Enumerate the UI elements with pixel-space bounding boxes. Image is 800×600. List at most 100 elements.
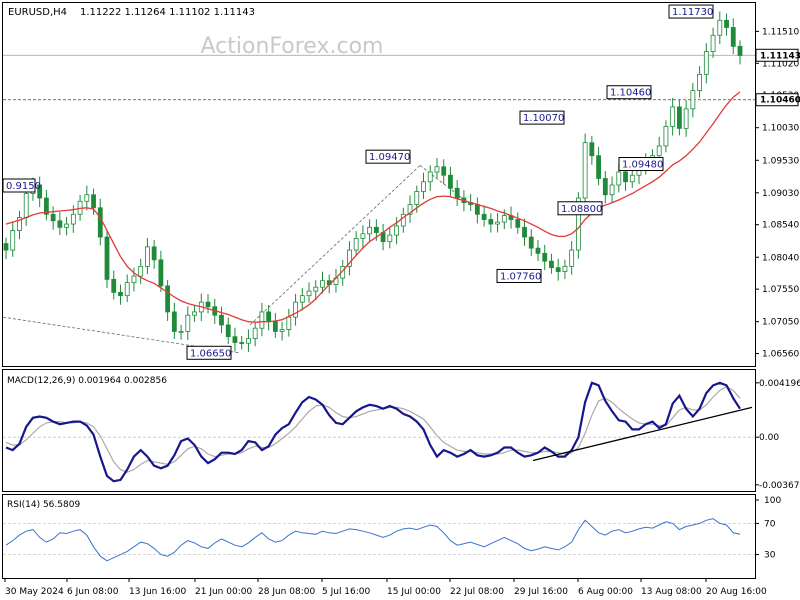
price-annotation-label: 1.09480 (622, 160, 663, 171)
moving-average-line (5, 91, 741, 323)
price-annotation-label: 1.06650 (190, 348, 231, 359)
candle-body (663, 126, 669, 147)
candle-body (690, 90, 696, 110)
time-axis-label: 6 Jun 08:00 (67, 587, 119, 597)
candle-body (656, 145, 662, 157)
candle-body (138, 265, 144, 277)
candle-body (683, 108, 689, 129)
price-axis-label: 1.10030 (762, 124, 799, 134)
rsi-axis-label: 100 (764, 496, 781, 506)
candle-body (70, 213, 76, 225)
candle-body (623, 171, 628, 183)
candle-body (488, 219, 494, 225)
price-axis-label: 1.11020 (762, 59, 799, 69)
price-annotation-box (668, 4, 714, 19)
candle-body (717, 19, 723, 36)
candle-body (515, 219, 521, 228)
price-tag-label: 1.10460 (760, 96, 800, 106)
candle-body (178, 331, 184, 333)
time-axis-label: 5 Jul 16:00 (322, 587, 371, 597)
candle-body (427, 171, 433, 183)
candle-body (441, 166, 447, 176)
price-annotation-label: 1.09470 (369, 152, 410, 163)
candle-body (171, 311, 177, 332)
price-axis-label: 1.07550 (762, 285, 799, 295)
macd-line (5, 381, 741, 483)
candle-body (407, 204, 413, 215)
candle-body (266, 311, 272, 323)
price-annotation-label: 1.07760 (500, 271, 541, 282)
candle-body (454, 187, 460, 199)
candle-body (697, 73, 702, 92)
candle-body (737, 45, 743, 56)
macd-trendline (532, 406, 753, 462)
candle-body (252, 327, 258, 340)
candle-body (353, 237, 359, 251)
candle-body (299, 295, 305, 303)
candle-body (569, 249, 575, 267)
candle-body (501, 215, 507, 223)
candle-body (730, 27, 736, 47)
candle-body (205, 301, 211, 308)
rsi-panel-frame (2, 494, 756, 579)
rsi-title: RSI(14) 56.5809 (7, 500, 80, 510)
time-axis-label: 22 Jul 08:00 (450, 587, 504, 597)
candle-body (306, 290, 312, 297)
price-axis-label: 1.09030 (762, 189, 799, 199)
candle-body (535, 247, 541, 254)
symbol-label: EURUSD,H4 (8, 7, 67, 18)
candle-body (394, 225, 399, 236)
candle-body (97, 207, 103, 238)
rsi-axis-label: 30 (764, 551, 776, 561)
candle-body (724, 19, 729, 28)
time-axis-label: 30 May 2024 (5, 587, 64, 597)
price-tag-box (755, 48, 799, 62)
candle-body (616, 171, 622, 186)
price-axis-label: 1.11510 (762, 27, 799, 37)
candle-body (676, 106, 682, 129)
candle-body (111, 278, 117, 293)
candle-body (495, 221, 500, 225)
time-axis-label: 13 Jun 16:00 (129, 587, 186, 597)
price-annotation-box (557, 201, 603, 216)
candle-body (575, 197, 581, 251)
macd-axis-label: 0.00 (759, 433, 779, 443)
candle-body (219, 314, 224, 326)
candle-body (481, 213, 487, 220)
candle-body (528, 236, 534, 249)
candle-body (239, 342, 245, 344)
time-axis-label: 15 Jul 00:00 (387, 587, 441, 597)
candle-body (225, 324, 231, 338)
candle-body (629, 174, 635, 183)
candle-body (320, 280, 325, 288)
candle-body (57, 220, 63, 228)
candle-body (293, 301, 298, 318)
candle-body (710, 34, 716, 52)
candle-body (286, 316, 292, 330)
candle-body (522, 226, 527, 238)
macd-axis-label: 0.004196 (759, 379, 800, 389)
price-annotation-box (186, 345, 232, 360)
macd-signal-line (5, 386, 741, 473)
candle-body (23, 193, 29, 218)
candle-body (131, 275, 137, 284)
candle-body (10, 230, 16, 251)
candle-body (360, 233, 366, 239)
candle-body (232, 336, 238, 343)
macd-title: MACD(12,26,9) 0.001964 0.002856 (7, 376, 167, 386)
price-annotation-box (606, 85, 652, 100)
candle-body (373, 226, 379, 233)
candle-body (124, 282, 130, 297)
candle-body (448, 174, 453, 189)
time-axis-label: 29 Jul 16:00 (514, 587, 568, 597)
time-axis-label: 28 Jun 08:00 (258, 587, 315, 597)
candle-body (414, 191, 420, 205)
price-axis-label: 1.09530 (762, 156, 799, 166)
candle-body (582, 142, 588, 199)
candle-body (64, 223, 70, 228)
candle-body (670, 106, 676, 127)
price-annotation-label: 1.11730 (672, 7, 713, 18)
candle-body (272, 321, 278, 332)
candle-body (151, 246, 157, 261)
